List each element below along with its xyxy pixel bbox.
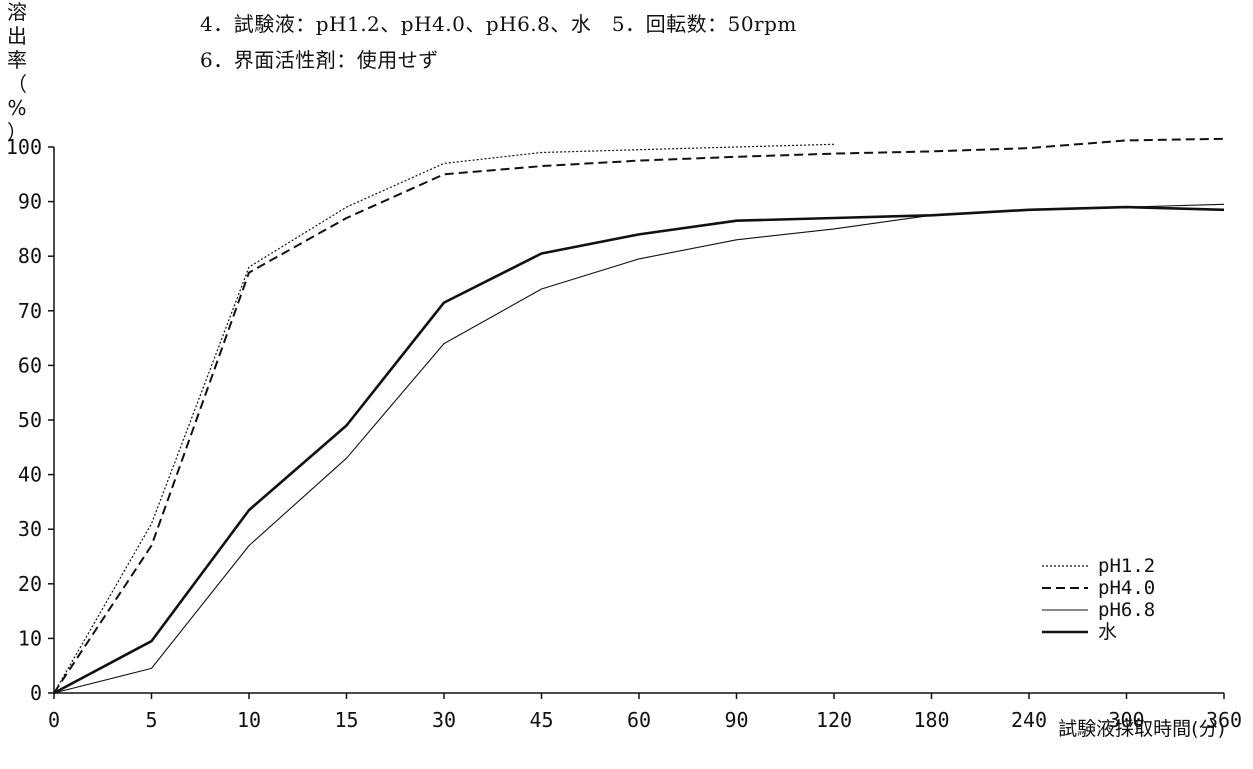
series-line-thick <box>53 205 1225 695</box>
x-tick-label: 30 <box>432 708 456 732</box>
y-tick-label: 50 <box>18 408 42 432</box>
x-tick-label: 240 <box>1011 708 1047 732</box>
series-line-dashed <box>53 137 1225 694</box>
x-tick-label: 45 <box>529 708 553 732</box>
y-axis-label-char: （ <box>7 72 27 96</box>
y-tick-label: 10 <box>18 626 42 650</box>
x-tick-label: 10 <box>237 708 261 732</box>
y-axis-label-char: 率 <box>7 48 27 72</box>
x-tick-label: 60 <box>627 708 651 732</box>
y-tick-label: 0 <box>30 681 42 705</box>
y-tick-label: 20 <box>18 572 42 596</box>
x-axis-label: 試験液採取時間(分) <box>1058 718 1225 740</box>
x-tick-label: 90 <box>724 708 748 732</box>
test-conditions-line-2: 6．界面活性剤：使用せず <box>200 48 439 72</box>
y-tick-label: 40 <box>18 463 42 487</box>
legend-label: pH4.0 <box>1098 577 1155 599</box>
x-tick-label: 5 <box>145 708 157 732</box>
y-tick-label: 60 <box>18 353 42 377</box>
legend-label: pH1.2 <box>1098 555 1155 577</box>
y-tick-label: 90 <box>18 190 42 214</box>
y-axis-label-char: 溶 <box>7 0 27 24</box>
y-axis-label-char: ） <box>7 120 27 144</box>
x-tick-label: 300 <box>1108 708 1144 732</box>
x-tick-label: 15 <box>334 708 358 732</box>
x-tick-label: 120 <box>816 708 852 732</box>
x-tick-label: 360 <box>1206 708 1242 732</box>
y-tick-label: 30 <box>18 517 42 541</box>
x-tick-label: 0 <box>48 708 60 732</box>
x-tick-label: 180 <box>913 708 949 732</box>
y-axis-label-char: % <box>7 96 27 120</box>
y-tick-label: 80 <box>18 244 42 268</box>
y-tick-label: 100 <box>6 135 42 159</box>
y-axis-label: 溶 出 率 （ % ） <box>4 0 30 144</box>
legend-label: pH6.8 <box>1098 599 1155 621</box>
series-line-thin <box>53 203 1225 694</box>
legend-label: 水 <box>1098 621 1117 643</box>
test-conditions-line-1: 4．試験液：pH1.2、pH4.0、pH6.8、水 5．回転数：50rpm <box>200 12 797 36</box>
y-axis-label-char: 出 <box>7 24 27 48</box>
series-line-dotted <box>53 143 835 694</box>
y-tick-label: 70 <box>18 299 42 323</box>
